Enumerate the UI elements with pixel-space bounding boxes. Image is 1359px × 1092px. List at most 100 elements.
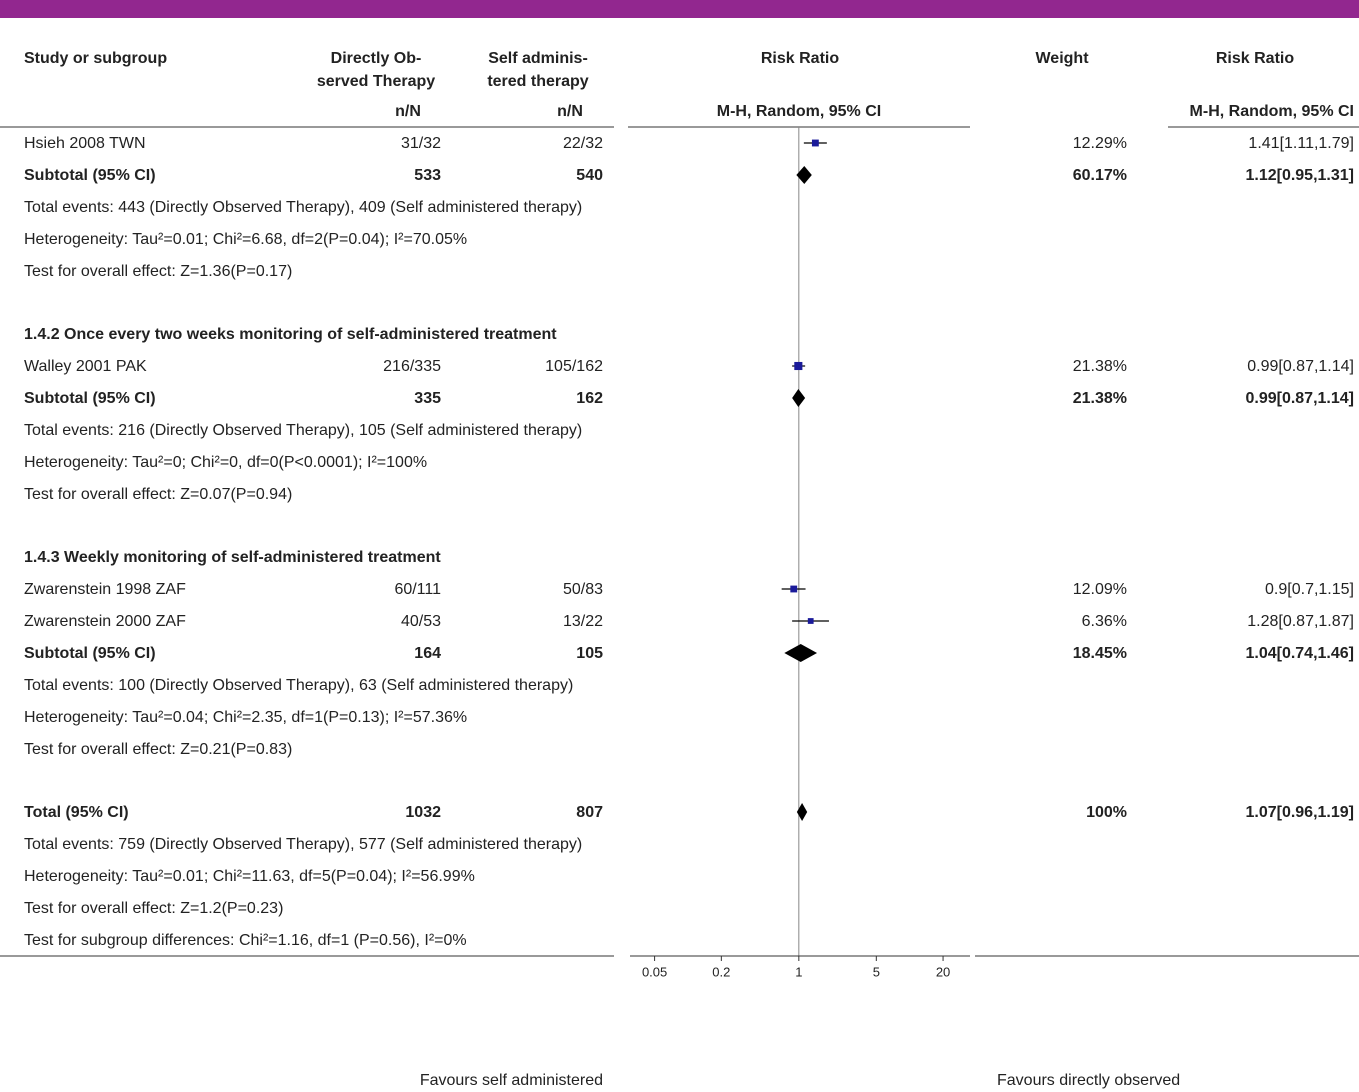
header-sub: M-H, Random, 95% CI bbox=[1189, 103, 1354, 120]
experimental-value: 533 bbox=[414, 166, 441, 184]
row-label: Zwarenstein 1998 ZAF bbox=[24, 580, 186, 598]
row-label: Test for overall effect: Z=0.21(P=0.83) bbox=[24, 740, 293, 758]
row-label: Heterogeneity: Tau²=0.01; Chi²=6.68, df=… bbox=[24, 230, 468, 248]
x-tick-label: 1 bbox=[795, 964, 802, 979]
effect-value: 0.9[0.7,1.15] bbox=[1265, 580, 1354, 598]
header-plot: Risk Ratio bbox=[760, 50, 840, 67]
control-value: 540 bbox=[576, 166, 603, 184]
x-tick-label: 20 bbox=[936, 964, 950, 979]
row-label: Total events: 759 (Directly Observed The… bbox=[24, 835, 583, 853]
row-note: Heterogeneity: Tau²=0; Chi²=0, df=0(P<0.… bbox=[0, 446, 1359, 478]
x-tick-label: 0.2 bbox=[712, 964, 730, 979]
x-label-right: Favours directly observed bbox=[997, 1072, 1181, 1089]
row-note: Test for overall effect: Z=0.07(P=0.94) bbox=[0, 478, 1359, 510]
row-label: 1.4.2 Once every two weeks monitoring of… bbox=[24, 325, 557, 343]
row-note: Total events: 759 (Directly Observed The… bbox=[0, 828, 1359, 860]
row-label: Total events: 216 (Directly Observed The… bbox=[24, 421, 583, 439]
row-heading: 1.4.3 Weekly monitoring of self-administ… bbox=[0, 541, 1359, 573]
row-note: Test for subgroup differences: Chi²=1.16… bbox=[0, 924, 1359, 956]
row-label: Heterogeneity: Tau²=0.04; Chi²=2.35, df=… bbox=[24, 708, 468, 726]
pooled-diamond bbox=[796, 803, 808, 821]
row-label: Walley 2001 PAK bbox=[24, 357, 147, 375]
row-note: Heterogeneity: Tau²=0.04; Chi²=2.35, df=… bbox=[0, 701, 1359, 733]
effect-value: 1.04[0.74,1.46] bbox=[1245, 644, 1354, 662]
row-total: Total (95% CI) 1032 807 100% 1.07[0.96,1.19] bbox=[0, 796, 1359, 828]
row-note: Total events: 100 (Directly Observed The… bbox=[0, 669, 1359, 701]
top-bar bbox=[0, 0, 1359, 18]
row-label: Test for overall effect: Z=0.07(P=0.94) bbox=[24, 485, 293, 503]
row-study: Walley 2001 PAK 216/335 105/162 21.38% 0.99[… bbox=[0, 350, 1359, 382]
row-heading: 1.4.2 Once every two weeks monitoring of… bbox=[0, 318, 1359, 350]
row-label: Subtotal (95% CI) bbox=[24, 644, 156, 662]
row-label: Total (95% CI) bbox=[24, 803, 129, 821]
study-square bbox=[794, 361, 803, 371]
row-label: Total events: 443 (Directly Observed The… bbox=[24, 198, 583, 216]
x-label-left: Favours self administered bbox=[419, 1072, 603, 1089]
header-study: Study or subgroup bbox=[24, 50, 168, 67]
study-square bbox=[811, 139, 819, 147]
row-subtotal: Subtotal (95% CI) 335 162 21.38% 0.99[0.87,1… bbox=[0, 382, 1359, 414]
study-square bbox=[790, 585, 798, 593]
row-label: Test for overall effect: Z=1.36(P=0.17) bbox=[24, 262, 293, 280]
header-effect: Risk Ratio bbox=[1215, 50, 1295, 67]
header-sub: M-H, Random, 95% CI bbox=[716, 103, 882, 120]
effect-value: 1.07[0.96,1.19] bbox=[1245, 803, 1354, 821]
row-label: Total events: 100 (Directly Observed The… bbox=[24, 676, 574, 694]
row-note: Test for overall effect: Z=0.21(P=0.83) bbox=[0, 733, 1359, 765]
control-value: 807 bbox=[576, 803, 603, 821]
weight-value: 18.45% bbox=[1072, 644, 1127, 662]
control-value: 50/83 bbox=[562, 580, 603, 598]
experimental-value: 216/335 bbox=[383, 357, 441, 375]
row-label: 1.4.3 Weekly monitoring of self-administ… bbox=[24, 548, 441, 566]
weight-value: 12.29% bbox=[1072, 134, 1127, 152]
row-label: Zwarenstein 2000 ZAF bbox=[24, 612, 186, 630]
experimental-value: 40/53 bbox=[400, 612, 441, 630]
pooled-diamond bbox=[796, 166, 812, 184]
weight-value: 6.36% bbox=[1081, 612, 1127, 630]
row-note: Test for overall effect: Z=1.2(P=0.23) bbox=[0, 892, 1359, 924]
pooled-diamond bbox=[784, 644, 818, 662]
control-value: 22/32 bbox=[562, 134, 603, 152]
header-line: Self adminis- bbox=[488, 50, 588, 67]
header-sub: n/N bbox=[557, 103, 583, 120]
rows: Hsieh 2008 TWN 31/32 22/32 12.29% 1.41[1.11,… bbox=[0, 127, 1359, 956]
row-note: Test for overall effect: Z=1.36(P=0.17) bbox=[0, 255, 1359, 287]
header-line: Directly Ob- bbox=[330, 50, 422, 67]
header-weight: Weight bbox=[1035, 50, 1089, 67]
row-note: Total events: 443 (Directly Observed The… bbox=[0, 191, 1359, 223]
experimental-value: 60/111 bbox=[394, 580, 441, 598]
header-line: served Therapy bbox=[316, 73, 436, 90]
experimental-value: 335 bbox=[414, 389, 441, 407]
control-value: 105/162 bbox=[545, 357, 603, 375]
header-line: tered therapy bbox=[487, 73, 589, 90]
row-study: Zwarenstein 2000 ZAF 40/53 13/22 6.36% 1.28[… bbox=[0, 605, 1359, 637]
row-label: Subtotal (95% CI) bbox=[24, 389, 156, 407]
row-label: Subtotal (95% CI) bbox=[24, 166, 156, 184]
control-value: 13/22 bbox=[562, 612, 603, 630]
row-note: Heterogeneity: Tau²=0.01; Chi²=6.68, df=… bbox=[0, 223, 1359, 255]
control-value: 162 bbox=[576, 389, 603, 407]
experimental-value: 31/32 bbox=[400, 134, 441, 152]
effect-value: 0.99[0.87,1.14] bbox=[1247, 357, 1354, 375]
weight-value: 12.09% bbox=[1072, 580, 1127, 598]
study-square bbox=[807, 618, 814, 624]
row-label: Heterogeneity: Tau²=0; Chi²=0, df=0(P<0.… bbox=[24, 453, 428, 471]
header-control: Self adminis-tered therapy bbox=[462, 47, 614, 93]
experimental-value: 1032 bbox=[405, 803, 441, 821]
row-label: Test for subgroup differences: Chi²=1.16… bbox=[24, 931, 467, 949]
x-tick-label: 5 bbox=[873, 964, 880, 979]
row-note: Total events: 216 (Directly Observed The… bbox=[0, 414, 1359, 446]
header-experimental: Directly Ob-served Therapy bbox=[300, 47, 452, 93]
row-label: Test for overall effect: Z=1.2(P=0.23) bbox=[24, 899, 284, 917]
effect-value: 1.41[1.11,1.79] bbox=[1248, 134, 1354, 152]
row-study: Zwarenstein 1998 ZAF 60/111 50/83 12.09% 0.9… bbox=[0, 573, 1359, 605]
experimental-value: 164 bbox=[414, 644, 441, 662]
control-value: 105 bbox=[576, 644, 603, 662]
weight-value: 60.17% bbox=[1072, 166, 1127, 184]
row-label: Heterogeneity: Tau²=0.01; Chi²=11.63, df… bbox=[24, 867, 475, 885]
x-tick-label: 0.05 bbox=[642, 964, 667, 979]
pooled-diamond bbox=[792, 389, 806, 407]
weight-value: 100% bbox=[1086, 803, 1127, 821]
